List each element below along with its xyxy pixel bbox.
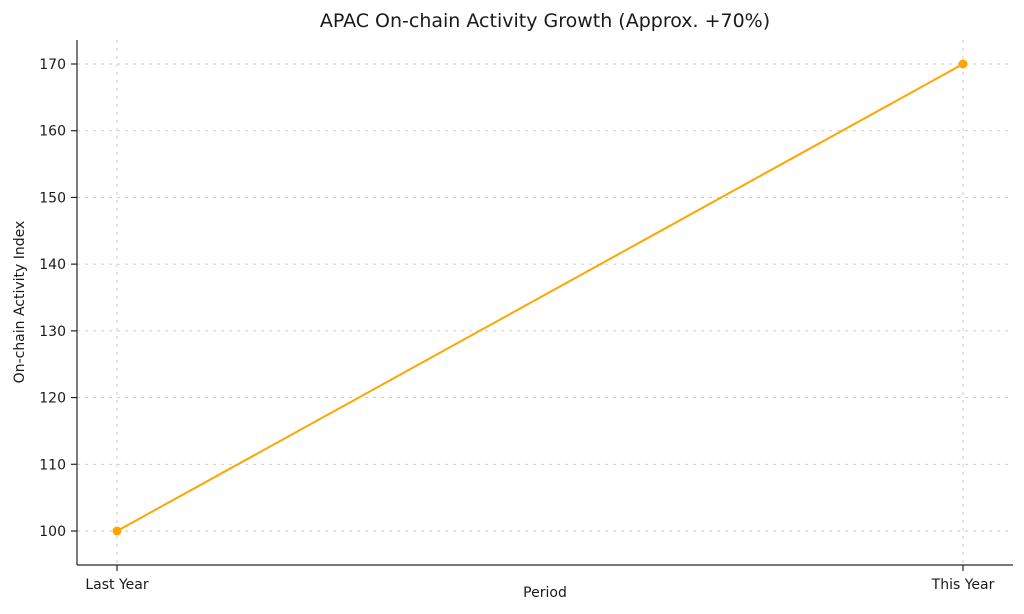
- x-tick-label: This Year: [931, 577, 995, 593]
- y-tick-label: 170: [39, 57, 66, 73]
- y-tick-label: 120: [39, 391, 66, 407]
- y-axis-label: On-chain Activity Index: [12, 221, 28, 384]
- chart-title: APAC On-chain Activity Growth (Approx. +…: [320, 10, 770, 32]
- y-tick-label: 150: [39, 190, 66, 206]
- x-axis-label: Period: [523, 585, 567, 601]
- series-line: [116, 63, 964, 532]
- axis-layer: [76, 40, 1013, 566]
- y-tick-label: 160: [39, 124, 66, 140]
- data-point-marker: [112, 526, 122, 536]
- y-tick-label: 140: [39, 257, 66, 273]
- y-tick-label: 100: [39, 524, 66, 540]
- x-tick-label: Last Year: [85, 577, 148, 593]
- y-tick-label: 130: [39, 324, 66, 340]
- data-series-layer: [112, 59, 968, 536]
- y-tick-label: 110: [39, 457, 66, 473]
- grid-layer: [77, 40, 1013, 565]
- data-point-marker: [958, 59, 968, 69]
- tick-layer: 100 110 120 130 140 150 160 170 Last Year This Ye…: [39, 57, 994, 593]
